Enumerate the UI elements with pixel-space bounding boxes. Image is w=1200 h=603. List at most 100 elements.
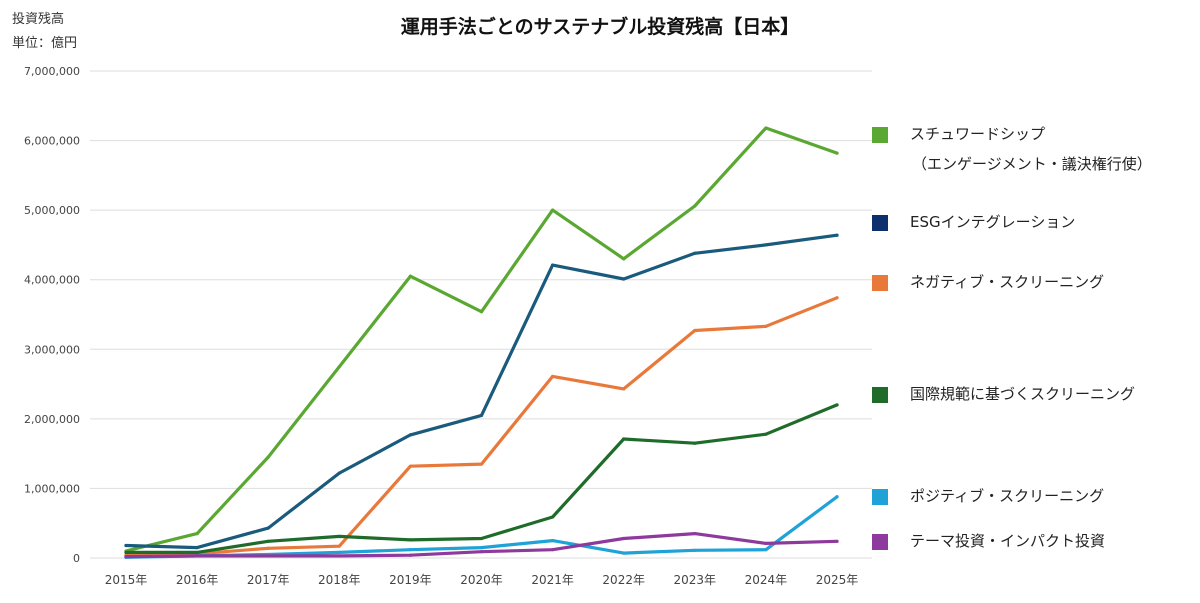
legend-swatch: [872, 127, 888, 143]
data-point: [266, 526, 270, 530]
y-tick-label: 4,000,000: [24, 274, 80, 287]
data-point: [693, 441, 697, 445]
data-point: [195, 532, 199, 536]
y-tick-label: 6,000,000: [24, 135, 80, 148]
data-point: [764, 541, 768, 545]
data-point: [337, 534, 341, 539]
data-point: [764, 548, 768, 552]
data-point: [337, 544, 341, 548]
legend-item: 国際規範に基づくスクリーニング: [872, 384, 1135, 409]
data-point: [835, 233, 839, 237]
x-tick-label: 2016年: [176, 573, 219, 587]
chart-title: 運用手法ごとのサステナブル投資残高【日本】: [400, 16, 800, 38]
data-point: [408, 464, 412, 468]
data-point: [693, 204, 697, 208]
legend-label-text: ESGインテグレーション: [910, 213, 1076, 231]
data-point: [479, 413, 484, 417]
legend-item: ネガティブ・スクリーニング: [872, 272, 1104, 297]
x-tick-label: 2024年: [745, 573, 788, 587]
x-tick-label: 2023年: [674, 573, 717, 587]
data-point: [835, 151, 839, 155]
data-point: [124, 543, 128, 548]
legend-label: テーマ投資・インパクト投資: [910, 526, 1105, 556]
data-point: [195, 545, 199, 550]
y-tick-label: 2,000,000: [24, 413, 80, 426]
data-point: [551, 515, 555, 519]
legend-label: ネガティブ・スクリーニング: [910, 267, 1104, 297]
x-tick-label: 2025年: [816, 573, 859, 587]
legend-item: ポジティブ・スクリーニング: [872, 486, 1104, 511]
data-point: [479, 545, 484, 550]
series-line: [124, 296, 839, 557]
data-point: [479, 536, 484, 541]
data-point: [764, 126, 768, 130]
legend-swatch: [872, 534, 888, 550]
legend-label-text: ネガティブ・スクリーニング: [910, 273, 1105, 291]
series-line: [124, 403, 839, 554]
legend-label: 国際規範に基づくスクリーニング: [910, 379, 1135, 409]
data-point: [408, 548, 412, 552]
data-point: [337, 550, 341, 555]
data-point: [266, 546, 270, 550]
x-tick-label: 2021年: [531, 573, 574, 587]
data-point: [764, 324, 768, 328]
data-point: [408, 274, 412, 278]
data-point: [693, 251, 697, 255]
data-point: [551, 539, 555, 543]
y-tick-label: 5,000,000: [24, 204, 80, 217]
legend-label-text: 国際規範に基づくスクリーニング: [910, 385, 1136, 403]
data-point: [479, 550, 484, 554]
legend-item: テーマ投資・インパクト投資: [872, 531, 1105, 556]
data-point: [622, 536, 626, 541]
y-axis-label: 投資残高: [12, 12, 65, 27]
data-point: [835, 403, 839, 407]
x-tick-label: 2022年: [602, 573, 645, 587]
data-point: [622, 551, 626, 555]
y-tick-label: 0: [73, 552, 80, 565]
data-point: [622, 277, 626, 281]
data-point: [693, 328, 697, 333]
data-point: [551, 548, 555, 552]
y-tick-label: 3,000,000: [24, 343, 80, 356]
x-tick-label: 2017年: [247, 573, 290, 587]
data-point: [693, 548, 697, 552]
series-line: [124, 233, 839, 550]
data-point: [622, 437, 626, 441]
data-point: [622, 257, 626, 261]
data-point: [408, 553, 412, 557]
legend-label-text: ポジティブ・スクリーニング: [910, 487, 1105, 505]
data-point: [479, 310, 484, 314]
data-point: [764, 432, 768, 436]
y-tick-label: 1,000,000: [24, 482, 80, 495]
y-tick-label: 7,000,000: [24, 65, 80, 78]
data-point: [337, 365, 341, 369]
data-point: [835, 495, 839, 499]
data-point: [195, 554, 199, 558]
data-point: [551, 208, 555, 212]
legend-swatch: [872, 215, 888, 231]
data-point: [124, 550, 128, 555]
data-point: [266, 455, 270, 459]
data-point: [551, 263, 555, 267]
legend-swatch: [872, 387, 888, 403]
data-point: [124, 555, 128, 559]
legend-label: ポジティブ・スクリーニング: [910, 481, 1104, 511]
x-tick-label: 2019年: [389, 573, 432, 587]
data-point: [408, 538, 412, 542]
legend-swatch: [872, 275, 888, 291]
x-tick-label: 2015年: [105, 573, 148, 587]
data-point: [835, 296, 839, 300]
data-point: [408, 433, 412, 437]
data-point: [266, 539, 270, 543]
data-point: [337, 471, 341, 475]
legend-label-text: スチュワードシップ: [910, 125, 1046, 143]
legend-label-text: テーマ投資・インパクト投資: [910, 532, 1106, 550]
data-point: [764, 243, 768, 247]
data-point: [551, 374, 555, 379]
legend-label: ESGインテグレーション: [910, 207, 1075, 237]
data-point: [693, 532, 697, 536]
unit-label: 投資残高 単位：億円: [12, 8, 77, 56]
x-tick-label: 2020年: [460, 573, 503, 587]
data-point: [266, 554, 270, 558]
